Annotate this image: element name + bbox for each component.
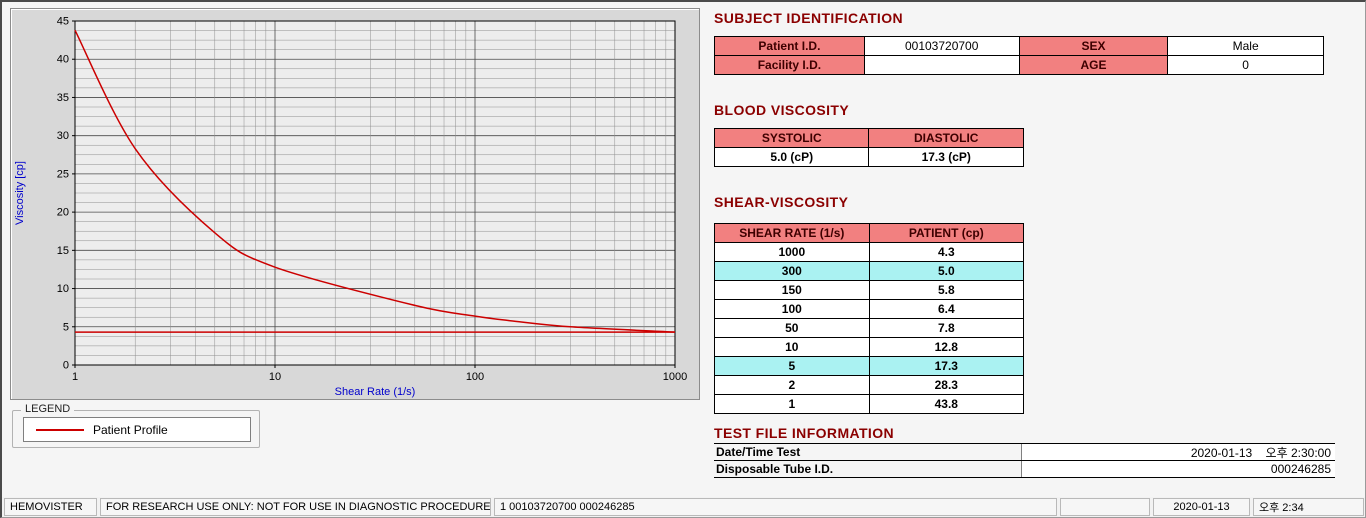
status-time: 오후 2:34 <box>1253 498 1364 516</box>
shear-viscosity-row[interactable]: 300 5.0 <box>714 261 1025 281</box>
status-date: 2020-01-13 <box>1153 498 1250 516</box>
diastolic-value: 17.3 (cP) <box>868 147 1024 167</box>
plot-border <box>74 20 676 366</box>
patient-id-value: 00103720700 <box>863 36 1020 56</box>
shear-viscosity-heading: SHEAR-VISCOSITY <box>714 194 849 210</box>
legend-title: LEGEND <box>21 403 75 415</box>
status-record-info: 1 00103720700 000246285 <box>494 498 1057 516</box>
test-file-table: Date/Time Test 2020-01-13 오후 2:30:00 Dis… <box>714 443 1335 478</box>
subject-identification-table: Patient I.D. 00103720700 SEX Male Facili… <box>714 36 1324 75</box>
x-tick-label: 100 <box>466 371 484 383</box>
x-tick-label: 1 <box>72 371 78 383</box>
shear-viscosity-row[interactable]: 1 43.8 <box>714 394 1025 414</box>
table-row: Facility I.D. AGE 0 <box>714 55 1324 75</box>
shear-rate-cell: 2 <box>714 375 870 395</box>
diastolic-header: DIASTOLIC <box>868 128 1024 148</box>
shear-rate-cell: 100 <box>714 299 870 319</box>
x-tick-label: 1000 <box>663 371 687 383</box>
status-app-name: HEMOVISTER <box>4 498 97 516</box>
status-empty-pane <box>1060 498 1150 516</box>
shear-viscosity-table: SHEAR RATE (1/s) PATIENT (cp) 1000 4.3 300… <box>714 223 1025 414</box>
patient-cp-cell: 17.3 <box>868 356 1025 376</box>
shear-rate-cell: 300 <box>714 261 870 281</box>
patient-profile-curve <box>74 29 676 333</box>
systolic-header: SYSTOLIC <box>713 128 870 148</box>
viscosity-chart-svg: 0 5 10 15 20 25 30 35 40 45 1 10 100 1000 Shear Rate (… <box>14 16 687 399</box>
facility-id-label: Facility I.D. <box>714 55 865 75</box>
legend-inner: Patient Profile <box>23 417 251 442</box>
shear-viscosity-row[interactable]: 5 17.3 <box>714 356 1025 376</box>
patient-cp-cell: 5.0 <box>868 261 1025 281</box>
patient-cp-cell: 5.8 <box>868 280 1025 300</box>
shear-viscosity-row[interactable]: 50 7.8 <box>714 318 1025 338</box>
sex-label: SEX <box>1018 36 1169 56</box>
shear-rate-header: SHEAR RATE (1/s) <box>714 223 870 243</box>
shear-viscosity-row[interactable]: 100 6.4 <box>714 299 1025 319</box>
y-tick-label: 20 <box>57 207 69 219</box>
viscosity-chart-panel: 0 5 10 15 20 25 30 35 40 45 1 10 100 1000 Shear Rate (… <box>10 8 700 400</box>
shear-rate-cell: 5 <box>714 356 870 376</box>
table-row: 5.0 (cP) 17.3 (cP) <box>713 147 1024 167</box>
shear-rate-cell: 1000 <box>714 242 870 262</box>
status-bar: HEMOVISTER FOR RESEARCH USE ONLY: NOT FO… <box>2 497 1365 517</box>
table-row: Date/Time Test 2020-01-13 오후 2:30:00 <box>714 443 1335 460</box>
shear-rate-cell: 150 <box>714 280 870 300</box>
patient-cp-header: PATIENT (cp) <box>868 223 1025 243</box>
table-row: SHEAR RATE (1/s) PATIENT (cp) <box>714 223 1025 243</box>
patient-cp-cell: 6.4 <box>868 299 1025 319</box>
patient-cp-cell: 28.3 <box>868 375 1025 395</box>
patient-cp-cell: 12.8 <box>868 337 1025 357</box>
shear-rate-cell: 10 <box>714 337 870 357</box>
shear-viscosity-body: 1000 4.3 300 5.0 150 5.8 100 6.4 50 7.8 10 12.8 5 17.… <box>714 242 1025 414</box>
y-tick-label: 35 <box>57 92 69 104</box>
table-row: Disposable Tube I.D. 000246285 <box>714 460 1335 477</box>
patient-id-label: Patient I.D. <box>714 36 865 56</box>
y-tick-label: 15 <box>57 245 69 257</box>
patient-cp-cell: 4.3 <box>868 242 1025 262</box>
legend-entry-label: Patient Profile <box>93 422 168 437</box>
y-tick-label: 40 <box>57 54 69 66</box>
shear-rate-cell: 1 <box>714 394 870 414</box>
shear-viscosity-row[interactable]: 2 28.3 <box>714 375 1025 395</box>
age-label: AGE <box>1018 55 1169 75</box>
x-tick-label: 10 <box>269 371 281 383</box>
age-value: 0 <box>1167 55 1324 75</box>
date-time-test-value: 2020-01-13 오후 2:30:00 <box>1022 444 1335 460</box>
patient-cp-cell: 43.8 <box>868 394 1025 414</box>
x-axis-label: Shear Rate (1/s) <box>335 386 416 398</box>
facility-id-value <box>863 55 1020 75</box>
table-row: SYSTOLIC DIASTOLIC <box>713 128 1024 148</box>
y-tick-label: 5 <box>63 321 69 333</box>
table-row: Patient I.D. 00103720700 SEX Male <box>714 36 1324 56</box>
y-tick-label: 0 <box>63 360 69 372</box>
patient-profile-line-swatch <box>36 428 84 431</box>
y-tick-label: 30 <box>57 130 69 142</box>
y-tick-label: 10 <box>57 283 69 295</box>
blood-viscosity-table: SYSTOLIC DIASTOLIC 5.0 (cP) 17.3 (cP) <box>713 128 1024 167</box>
y-axis-label: Viscosity [cp] <box>14 161 26 225</box>
blood-viscosity-heading: BLOOD VISCOSITY <box>714 102 850 118</box>
y-tick-label: 45 <box>57 16 69 28</box>
subject-identification-heading: SUBJECT IDENTIFICATION <box>714 10 903 26</box>
shear-viscosity-row[interactable]: 150 5.8 <box>714 280 1025 300</box>
sex-value: Male <box>1167 36 1324 56</box>
date-time-test-label: Date/Time Test <box>714 444 1022 460</box>
shear-viscosity-row[interactable]: 10 12.8 <box>714 337 1025 357</box>
status-research-notice: FOR RESEARCH USE ONLY: NOT FOR USE IN DI… <box>100 498 491 516</box>
y-tick-label: 25 <box>57 168 69 180</box>
systolic-value: 5.0 (cP) <box>713 147 870 167</box>
shear-rate-cell: 50 <box>714 318 870 338</box>
shear-viscosity-row[interactable]: 1000 4.3 <box>714 242 1025 262</box>
patient-cp-cell: 7.8 <box>868 318 1025 338</box>
disposable-tube-id-value: 000246285 <box>1022 461 1335 477</box>
test-file-information-heading: TEST FILE INFORMATION <box>714 425 895 441</box>
disposable-tube-id-label: Disposable Tube I.D. <box>714 461 1022 477</box>
legend-box: LEGEND Patient Profile <box>12 403 260 448</box>
